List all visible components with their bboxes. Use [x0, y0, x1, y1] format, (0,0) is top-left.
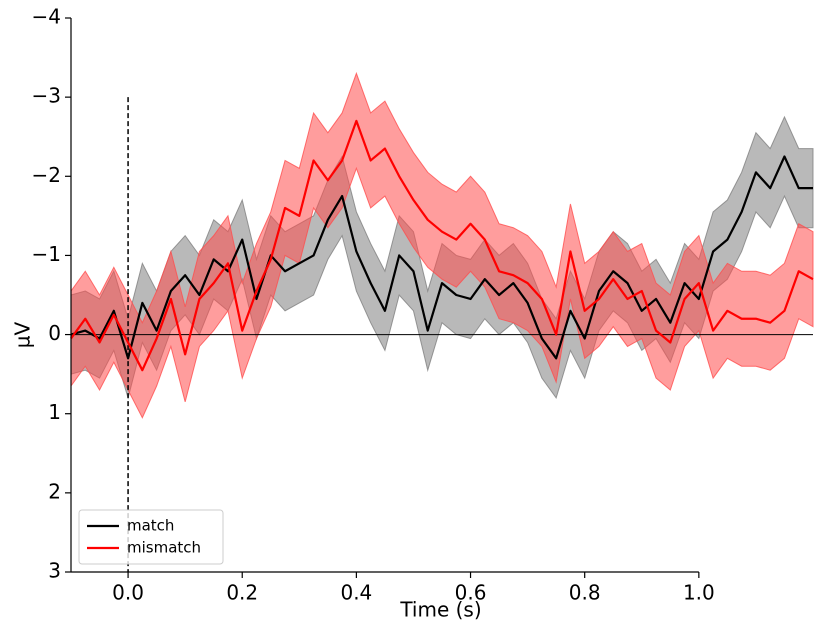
y-tick-label: 3 [48, 559, 61, 583]
x-tick-label: 0.4 [340, 581, 372, 605]
legend-label: match [127, 517, 174, 535]
y-tick-label: −4 [32, 5, 61, 29]
y-tick-label: −2 [32, 163, 61, 187]
x-axis-label: Time (s) [399, 598, 481, 622]
x-tick-label: 0.2 [226, 581, 258, 605]
y-tick-label: 0 [48, 321, 61, 345]
y-axis-label: µV [11, 321, 35, 348]
y-tick-label: −3 [32, 84, 61, 108]
x-tick-label: 0.8 [569, 581, 601, 605]
y-tick-label: 2 [48, 479, 61, 503]
x-tick-label: 0.6 [455, 581, 487, 605]
y-tick-label: −1 [32, 242, 61, 266]
legend-box [78, 509, 224, 565]
legend: match mismatch [78, 509, 224, 565]
confidence-band [70, 71, 814, 419]
series-line [70, 119, 814, 372]
x-tick-label: 0.0 [112, 581, 144, 605]
legend-label: mismatch [127, 539, 201, 557]
x-tick-label: 1.0 [683, 581, 715, 605]
y-tick-label: 1 [48, 400, 61, 424]
series-line [70, 155, 813, 360]
